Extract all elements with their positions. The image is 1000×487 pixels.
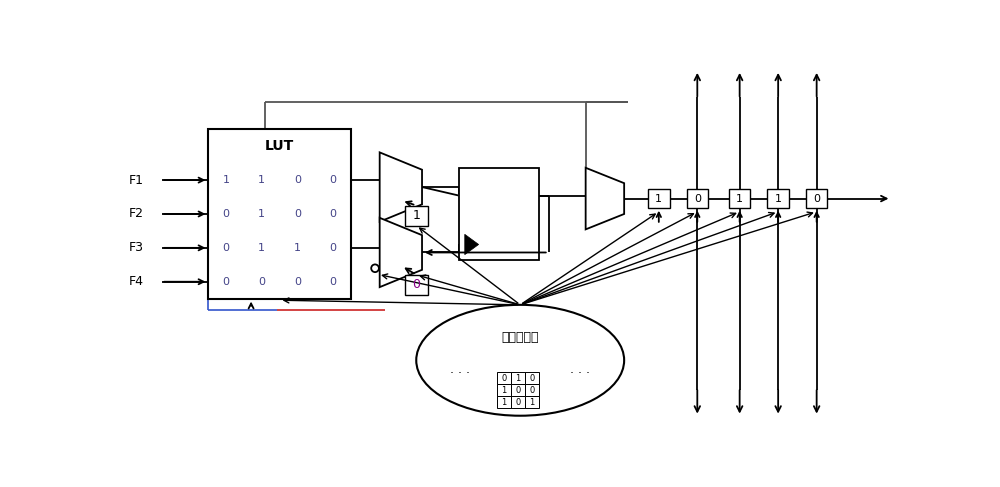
- Text: 1: 1: [223, 175, 230, 185]
- Text: F4: F4: [129, 275, 144, 288]
- Bar: [767, 189, 789, 208]
- Text: 1: 1: [501, 386, 507, 394]
- Bar: [648, 189, 670, 208]
- Text: F3: F3: [129, 242, 144, 254]
- Text: 0: 0: [294, 175, 301, 185]
- Text: F2: F2: [129, 207, 144, 221]
- Ellipse shape: [416, 305, 624, 416]
- Text: 0: 0: [223, 277, 230, 287]
- Bar: [497, 396, 511, 408]
- Text: 0: 0: [515, 397, 521, 407]
- Polygon shape: [380, 152, 422, 222]
- Bar: [525, 396, 539, 408]
- Text: 0: 0: [329, 209, 336, 219]
- Polygon shape: [586, 168, 624, 229]
- Text: 0: 0: [329, 243, 336, 253]
- Bar: [729, 189, 750, 208]
- Text: 1: 1: [258, 209, 265, 219]
- Bar: [511, 372, 525, 384]
- Text: 0: 0: [529, 386, 534, 394]
- Text: 0: 0: [501, 374, 507, 383]
- Text: 0: 0: [294, 209, 301, 219]
- Text: 0: 0: [515, 386, 521, 394]
- Bar: [511, 384, 525, 396]
- Bar: [405, 206, 428, 225]
- Text: 0: 0: [329, 277, 336, 287]
- Bar: [525, 372, 539, 384]
- Bar: [525, 384, 539, 396]
- Text: 1: 1: [294, 243, 301, 253]
- Text: 0: 0: [813, 193, 820, 204]
- Text: 0: 0: [223, 209, 230, 219]
- Bar: [459, 168, 539, 260]
- Bar: [208, 129, 351, 299]
- Text: 0: 0: [694, 193, 701, 204]
- Text: 1: 1: [258, 243, 265, 253]
- Bar: [511, 396, 525, 408]
- Bar: [687, 189, 708, 208]
- Text: 1: 1: [501, 397, 507, 407]
- Text: 1: 1: [736, 193, 743, 204]
- Bar: [806, 189, 827, 208]
- Text: 1: 1: [412, 209, 420, 222]
- Polygon shape: [465, 234, 479, 255]
- Text: 0: 0: [412, 278, 420, 291]
- Text: 1: 1: [655, 193, 662, 204]
- Bar: [405, 275, 428, 295]
- Text: F1: F1: [129, 173, 144, 187]
- Text: 0: 0: [329, 175, 336, 185]
- Text: 0: 0: [258, 277, 265, 287]
- Text: 1: 1: [529, 397, 534, 407]
- Text: 1: 1: [775, 193, 782, 204]
- Text: . . .: . . .: [570, 363, 590, 376]
- Text: 1: 1: [258, 175, 265, 185]
- Text: 1: 1: [515, 374, 521, 383]
- Text: LUT: LUT: [265, 139, 294, 153]
- Text: 0: 0: [223, 243, 230, 253]
- Bar: [497, 372, 511, 384]
- Bar: [497, 384, 511, 396]
- Text: 配置寄存器: 配置寄存器: [501, 331, 539, 344]
- Text: 0: 0: [529, 374, 534, 383]
- Text: . . .: . . .: [450, 363, 470, 376]
- Polygon shape: [380, 218, 422, 287]
- Text: 0: 0: [294, 277, 301, 287]
